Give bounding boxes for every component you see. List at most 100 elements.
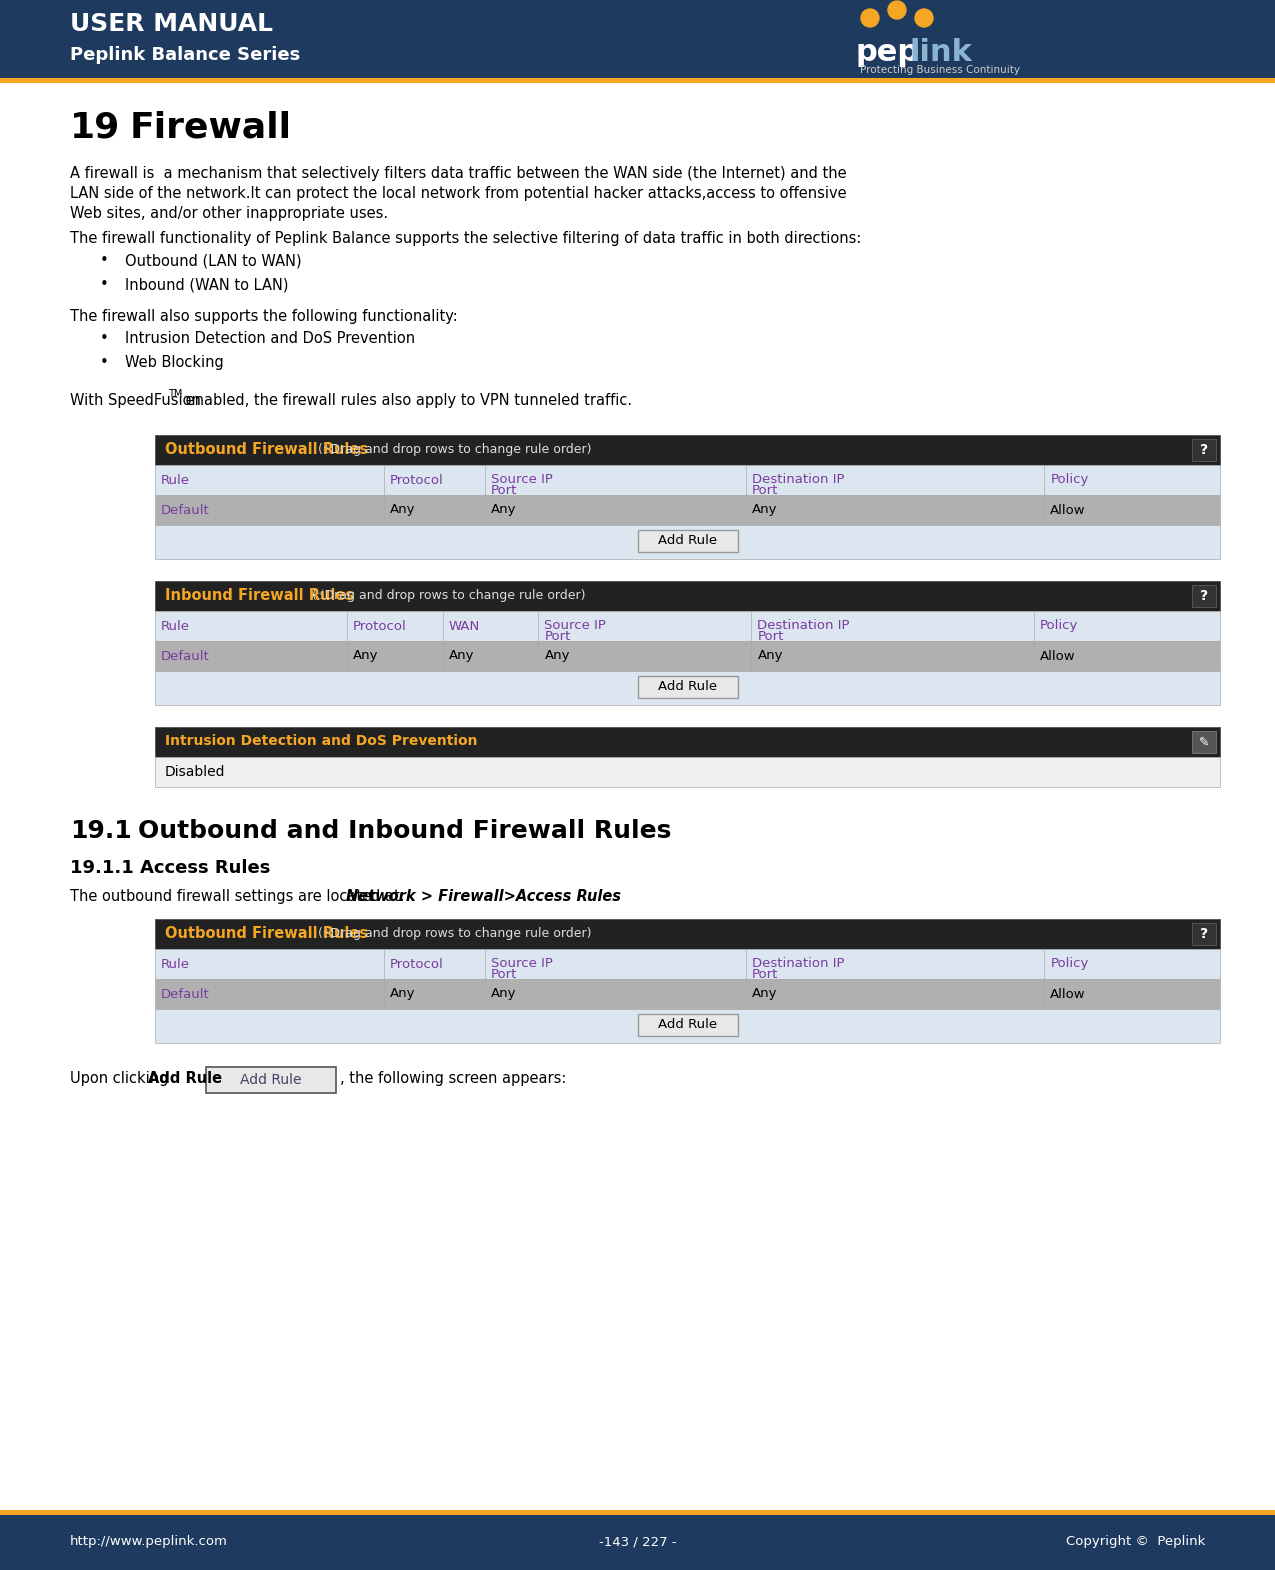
Circle shape: [887, 2, 907, 19]
Bar: [156, 581, 1220, 611]
Text: Protocol: Protocol: [390, 474, 444, 487]
Text: Default: Default: [161, 504, 210, 517]
Bar: [638, 531, 737, 553]
Text: Source IP: Source IP: [491, 958, 553, 970]
Text: Any: Any: [390, 988, 416, 1000]
Text: Inbound Firewall Rules: Inbound Firewall Rules: [164, 589, 354, 603]
Bar: [0, 1515, 1275, 1570]
Bar: [156, 918, 1220, 948]
Circle shape: [915, 9, 933, 27]
Bar: [1192, 440, 1216, 462]
Text: Web sites, and/or other inappropriate uses.: Web sites, and/or other inappropriate us…: [70, 206, 388, 221]
Bar: [205, 1068, 335, 1093]
Text: Any: Any: [390, 504, 416, 517]
Bar: [156, 727, 1220, 757]
Text: Outbound and Inbound Firewall Rules: Outbound and Inbound Firewall Rules: [138, 820, 672, 843]
Text: Source IP: Source IP: [491, 474, 553, 487]
Text: Allow: Allow: [1051, 504, 1086, 517]
Bar: [156, 948, 1220, 980]
Bar: [1192, 586, 1216, 608]
Text: Port: Port: [752, 969, 779, 981]
Text: •: •: [99, 276, 108, 292]
Text: The firewall also supports the following functionality:: The firewall also supports the following…: [70, 309, 458, 323]
Text: With SpeedFusion: With SpeedFusion: [70, 392, 201, 408]
Text: Destination IP: Destination IP: [752, 958, 844, 970]
Text: Destination IP: Destination IP: [757, 620, 850, 633]
Text: Network > Firewall>Access Rules: Network > Firewall>Access Rules: [346, 889, 621, 904]
Text: Rule: Rule: [161, 474, 190, 487]
Text: Web Blocking: Web Blocking: [125, 355, 223, 371]
Bar: [156, 641, 1220, 670]
Text: LAN side of the network.It can protect the local network from potential hacker a: LAN side of the network.It can protect t…: [70, 185, 847, 201]
Text: ✎: ✎: [1198, 735, 1209, 749]
Text: Inbound (WAN to LAN): Inbound (WAN to LAN): [125, 276, 288, 292]
Text: Default: Default: [161, 650, 210, 663]
Text: link: link: [910, 38, 973, 68]
Text: Port: Port: [491, 969, 518, 981]
Text: Rule: Rule: [161, 958, 190, 970]
Text: ?: ?: [1200, 443, 1209, 457]
Bar: [0, 1510, 1275, 1515]
Bar: [156, 1010, 1220, 1042]
Text: 19: 19: [70, 111, 120, 144]
Text: A firewall is  a mechanism that selectively filters data traffic between the WAN: A firewall is a mechanism that selective…: [70, 166, 847, 181]
Text: Intrusion Detection and DoS Prevention: Intrusion Detection and DoS Prevention: [125, 331, 416, 345]
Bar: [638, 677, 737, 699]
Text: •: •: [99, 331, 108, 345]
Text: Any: Any: [449, 650, 474, 663]
Text: •: •: [99, 253, 108, 268]
Text: Any: Any: [353, 650, 379, 663]
Bar: [0, 0, 1275, 78]
Text: Any: Any: [757, 650, 783, 663]
Text: enabled, the firewall rules also apply to VPN tunneled traffic.: enabled, the firewall rules also apply t…: [181, 392, 631, 408]
Text: Policy: Policy: [1051, 474, 1089, 487]
Text: Any: Any: [752, 988, 778, 1000]
Text: •: •: [99, 355, 108, 371]
Text: Upon clicking: Upon clicking: [70, 1071, 168, 1086]
Text: Intrusion Detection and DoS Prevention: Intrusion Detection and DoS Prevention: [164, 735, 478, 747]
Bar: [156, 757, 1220, 787]
Text: Peplink Balance Series: Peplink Balance Series: [70, 46, 300, 64]
Text: 19.1: 19.1: [70, 820, 131, 843]
Text: ?: ?: [1200, 589, 1209, 603]
Circle shape: [861, 9, 878, 27]
Text: Add Rule: Add Rule: [658, 534, 717, 548]
Text: TM: TM: [167, 389, 182, 399]
Text: ?: ?: [1200, 926, 1209, 940]
Text: WAN: WAN: [449, 620, 479, 633]
Text: Outbound Firewall Rules: Outbound Firewall Rules: [164, 926, 368, 940]
Text: Outbound Firewall Rules: Outbound Firewall Rules: [164, 443, 368, 457]
Bar: [1192, 923, 1216, 945]
Bar: [638, 1014, 737, 1036]
Text: Port: Port: [757, 631, 784, 644]
Text: Port: Port: [544, 631, 571, 644]
Text: Policy: Policy: [1051, 958, 1089, 970]
Text: , the following screen appears:: , the following screen appears:: [339, 1071, 566, 1086]
Text: pep: pep: [856, 38, 919, 68]
Text: 19.1.1 Access Rules: 19.1.1 Access Rules: [70, 859, 270, 878]
Text: Outbound (LAN to WAN): Outbound (LAN to WAN): [125, 253, 302, 268]
Text: Protocol: Protocol: [390, 958, 444, 970]
Text: (☝Drag and drop rows to change rule order): (☝Drag and drop rows to change rule orde…: [315, 928, 592, 940]
Bar: [156, 435, 1220, 465]
Text: (☝Drag and drop rows to change rule order): (☝Drag and drop rows to change rule orde…: [309, 589, 585, 603]
Text: -143 / 227 -: -143 / 227 -: [599, 1535, 676, 1548]
Bar: [156, 980, 1220, 1010]
Text: Allow: Allow: [1051, 988, 1086, 1000]
Text: Copyright ©  Peplink: Copyright © Peplink: [1066, 1535, 1205, 1548]
Text: Destination IP: Destination IP: [752, 474, 844, 487]
Text: Any: Any: [491, 504, 516, 517]
Text: Firewall: Firewall: [130, 111, 292, 144]
Bar: [156, 524, 1220, 559]
Text: (☝Drag and drop rows to change rule order): (☝Drag and drop rows to change rule orde…: [315, 443, 592, 457]
Text: Protecting Business Continuity: Protecting Business Continuity: [861, 64, 1020, 75]
Bar: [156, 611, 1220, 641]
Text: Add Rule: Add Rule: [658, 680, 717, 694]
Text: Add Rule: Add Rule: [240, 1072, 301, 1086]
Text: Rule: Rule: [161, 620, 190, 633]
Text: Default: Default: [161, 988, 210, 1000]
Text: Disabled: Disabled: [164, 765, 226, 779]
Text: Port: Port: [491, 485, 518, 498]
Bar: [156, 495, 1220, 524]
Text: Source IP: Source IP: [544, 620, 607, 633]
